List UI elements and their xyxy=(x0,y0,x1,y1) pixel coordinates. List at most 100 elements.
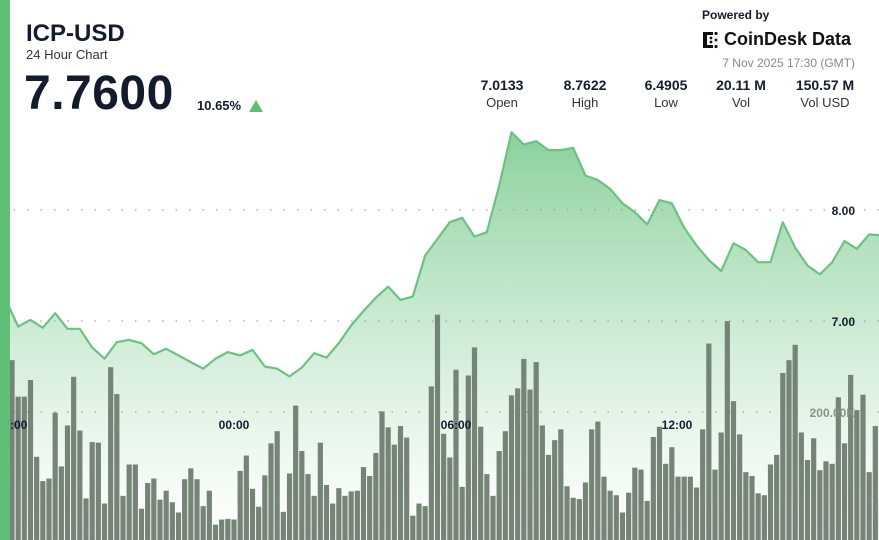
volume-bar xyxy=(626,492,632,540)
volume-bar xyxy=(330,503,336,540)
volume-bar xyxy=(811,438,817,540)
volume-bar xyxy=(595,421,601,540)
volume-bar xyxy=(441,433,447,540)
volume-bar xyxy=(194,479,200,540)
stat-vol-label: Vol xyxy=(731,95,751,110)
volume-bar xyxy=(539,425,545,540)
volume-bar xyxy=(447,457,453,540)
volume-bar xyxy=(866,472,872,540)
volume-bar xyxy=(669,447,675,540)
volume-bar xyxy=(792,344,798,540)
volume-bar xyxy=(755,493,761,540)
volume-bar xyxy=(582,482,589,540)
volume-bar xyxy=(737,434,743,540)
volume-bar xyxy=(114,394,120,540)
volume-bar xyxy=(71,376,77,540)
volume-bar xyxy=(638,469,644,540)
volume-bar xyxy=(323,484,330,540)
volume-bar xyxy=(151,478,157,540)
volume-bar xyxy=(404,437,410,540)
volume-bar xyxy=(687,476,693,540)
volume-bar xyxy=(34,456,40,540)
volume-bar xyxy=(342,495,348,540)
volume-bar xyxy=(619,512,626,540)
volume-bar xyxy=(145,483,151,540)
volume-bar xyxy=(237,470,243,540)
volume-bar xyxy=(410,515,416,540)
volume-bar xyxy=(786,360,792,540)
x-tick-label-0600: 06:00 xyxy=(441,418,472,432)
volume-bar xyxy=(262,475,268,540)
volume-bar xyxy=(126,464,132,540)
volume-bar xyxy=(379,411,385,540)
stat-low: 6.4905 Low xyxy=(621,77,711,110)
volume-bar xyxy=(108,367,114,540)
volume-bar xyxy=(508,395,515,540)
volume-bar xyxy=(848,374,854,540)
volume-bar xyxy=(391,444,397,540)
volume-bar xyxy=(829,463,835,540)
volume-bar xyxy=(724,321,730,540)
volume-bar xyxy=(311,495,317,540)
volume-bar xyxy=(675,476,681,540)
volume-bar xyxy=(40,481,46,540)
volume-bar xyxy=(212,524,219,540)
volume-bar xyxy=(712,469,718,540)
volume-bar xyxy=(558,429,564,540)
volume-bar xyxy=(521,358,527,540)
volume-bar xyxy=(706,343,712,540)
stat-vol: 20.11 M Vol xyxy=(696,77,786,110)
volume-bar xyxy=(422,506,428,540)
volume-bar xyxy=(397,426,404,540)
volume-bar xyxy=(336,488,342,540)
y-tick-label-8: 8.00 xyxy=(832,204,856,218)
volume-bars xyxy=(9,314,879,540)
volume-bar xyxy=(644,500,650,540)
volume-bar xyxy=(89,442,95,540)
volume-bar xyxy=(471,347,478,540)
stat-open-value: 7.0133 xyxy=(480,77,524,93)
current-price: 7.7600 xyxy=(24,67,174,120)
volume-bar xyxy=(607,490,613,540)
volume-bar xyxy=(650,436,656,540)
volume-bar xyxy=(860,394,866,540)
volume-bar xyxy=(570,497,576,540)
volume-bar xyxy=(249,488,256,540)
chart-subtitle: 24 Hour Chart xyxy=(26,47,108,62)
volume-bar xyxy=(835,397,841,540)
stat-low-value: 6.4905 xyxy=(644,77,688,93)
volume-bar xyxy=(373,452,379,540)
volume-bar xyxy=(693,487,700,540)
accent-strip xyxy=(0,0,10,540)
price-line xyxy=(0,131,879,378)
volume-bar xyxy=(83,498,89,540)
volume-bar xyxy=(459,486,465,540)
volume-bar xyxy=(101,503,108,540)
volume-bar xyxy=(280,511,286,540)
volume-bar xyxy=(496,451,502,540)
volume-bar xyxy=(219,519,225,540)
volume-bar xyxy=(52,412,58,540)
volume-bar xyxy=(206,490,212,540)
price-change-percent: 10.65% xyxy=(197,98,242,113)
volume-bar xyxy=(854,410,860,540)
volume-bar xyxy=(46,478,52,540)
volume-bar xyxy=(434,314,441,540)
coindesk-data-logo: CoinDesk Data xyxy=(702,29,851,50)
volume-bar xyxy=(138,508,145,540)
volume-bar xyxy=(9,360,15,540)
volume-bar xyxy=(767,464,774,540)
volume-bar xyxy=(27,380,34,540)
volume-bar xyxy=(663,463,669,540)
stat-vol-usd-label: Vol USD xyxy=(800,95,850,110)
stat-high-value: 8.7622 xyxy=(563,77,607,93)
brand-name: CoinDesk Data xyxy=(724,29,852,49)
volume-bar xyxy=(293,405,299,540)
volume-bar xyxy=(533,362,539,540)
stat-open-label: Open xyxy=(486,95,518,110)
volume-bar xyxy=(299,451,305,540)
volume-bar xyxy=(552,440,558,540)
stat-vol-value: 20.11 M xyxy=(716,77,766,93)
volume-bar xyxy=(317,442,323,540)
volume-bar xyxy=(730,401,737,540)
